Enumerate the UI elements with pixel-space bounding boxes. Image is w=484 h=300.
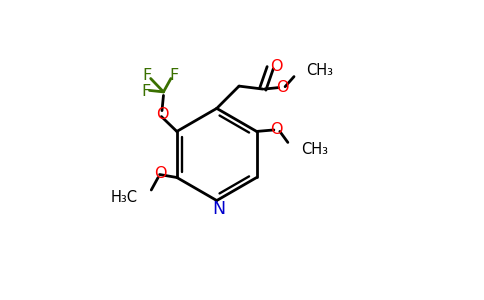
Text: N: N xyxy=(212,200,226,217)
Text: O: O xyxy=(271,59,283,74)
Text: F: F xyxy=(142,68,152,83)
Text: CH₃: CH₃ xyxy=(301,142,328,158)
Text: O: O xyxy=(276,80,288,95)
Text: CH₃: CH₃ xyxy=(306,63,333,78)
Text: H₃C: H₃C xyxy=(111,190,138,205)
Text: F: F xyxy=(141,84,150,99)
Text: O: O xyxy=(156,107,168,122)
Text: O: O xyxy=(154,167,167,182)
Text: O: O xyxy=(271,122,283,137)
Text: F: F xyxy=(169,68,179,83)
